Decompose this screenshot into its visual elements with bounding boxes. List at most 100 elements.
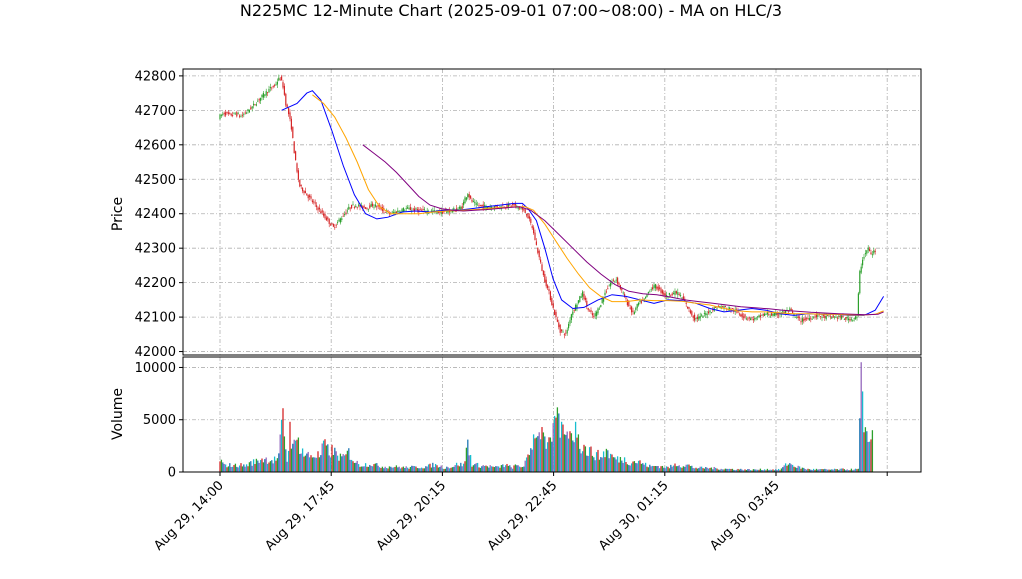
price-panel-frame: [182, 68, 922, 356]
volume-bar: [839, 468, 841, 472]
volume-bar: [432, 462, 434, 472]
candle: [570, 313, 572, 323]
volume-bar: [341, 456, 343, 472]
candle: [230, 113, 232, 117]
volume-bar: [644, 462, 647, 472]
x-axis: Aug 29, 14:00 Aug 29, 17:45 Aug 29, 20:15 A…: [151, 472, 888, 554]
candle: [589, 309, 591, 312]
candle: [465, 197, 467, 202]
volume-bar: [579, 448, 581, 472]
candle: [705, 310, 707, 319]
candle: [744, 313, 746, 320]
volume-bar: [520, 467, 522, 472]
volume-bar: [549, 437, 552, 472]
candle: [674, 288, 676, 298]
volume-bar: [440, 465, 442, 472]
volume-bar: [667, 466, 669, 472]
volume-bar: [282, 408, 284, 472]
candle: [804, 315, 806, 322]
candle: [376, 205, 378, 211]
volume-bar: [313, 457, 315, 472]
candle: [856, 315, 858, 321]
chart-title: N225MC 12-Minute Chart (2025-09-01 07:00…: [240, 1, 782, 20]
candle: [260, 97, 262, 104]
candle: [591, 310, 593, 319]
volume-bar: [360, 466, 363, 472]
candle: [303, 190, 305, 196]
volume-bar: [800, 468, 802, 472]
volume-bar: [481, 466, 483, 472]
candle: [318, 204, 320, 213]
volume-bar: [451, 467, 454, 472]
candle: [405, 205, 407, 212]
candle: [594, 310, 596, 320]
volume-tick-label: 0: [168, 466, 176, 481]
candle: [755, 317, 757, 321]
volume-bar: [320, 455, 322, 472]
volume-bar: [300, 453, 302, 472]
volume-bar: [328, 455, 330, 472]
candle: [258, 97, 260, 104]
candle: [712, 306, 714, 313]
volume-bar: [649, 464, 651, 472]
volume-bar: [234, 463, 237, 472]
candle: [621, 287, 623, 294]
candle: [731, 307, 733, 310]
candle: [353, 205, 355, 210]
volume-bar: [434, 464, 437, 472]
volume-bar: [797, 465, 799, 472]
volume-bar: [713, 466, 715, 472]
candle: [556, 316, 558, 323]
volume-bar: [735, 469, 738, 472]
candle: [222, 111, 224, 117]
candle: [688, 306, 690, 312]
volume-bar: [385, 467, 388, 472]
candle: [250, 105, 252, 110]
volume-bar: [496, 466, 498, 472]
volume-bar: [233, 465, 235, 472]
volume-bar: [566, 431, 568, 472]
volume-bar: [681, 467, 683, 472]
volume-bar: [229, 463, 231, 472]
candle: [243, 112, 245, 118]
volume-bar: [254, 464, 256, 472]
candle: [415, 207, 417, 210]
candle: [597, 307, 599, 316]
volume-bar: [856, 469, 858, 472]
candle: [306, 193, 308, 196]
volume-bar: [838, 470, 840, 472]
volume-bar: [759, 468, 762, 472]
volume-panel: 0 5000 10000 Volume: [110, 356, 922, 481]
volume-bar: [510, 467, 512, 472]
candle: [453, 206, 455, 213]
volume-bar: [541, 427, 543, 472]
volume-bar: [604, 457, 606, 472]
candle: [827, 315, 829, 317]
volume-bar: [219, 461, 221, 472]
volume-bar: [336, 455, 339, 472]
candle: [743, 313, 745, 321]
candle: [278, 74, 280, 82]
volume-bar: [262, 462, 265, 472]
volume-bar: [416, 468, 419, 472]
volume-bar: [864, 427, 867, 472]
candle: [587, 307, 589, 312]
volume-bar: [237, 467, 239, 472]
candle: [484, 202, 486, 210]
candle: [404, 208, 406, 212]
volume-bar: [608, 458, 610, 472]
candle: [580, 293, 582, 299]
price-axis-label: Price: [110, 197, 126, 231]
volume-bar: [850, 468, 853, 472]
volume-bar: [870, 439, 872, 472]
volume-bar: [583, 444, 585, 472]
candle: [246, 111, 248, 115]
volume-bar: [478, 467, 480, 472]
volume-bar: [793, 466, 795, 472]
volume-bar: [454, 465, 456, 472]
volume-bar: [453, 466, 455, 472]
candle: [369, 202, 371, 210]
volume-bar: [467, 439, 469, 472]
volume-bar: [860, 362, 862, 472]
candle: [675, 290, 677, 295]
